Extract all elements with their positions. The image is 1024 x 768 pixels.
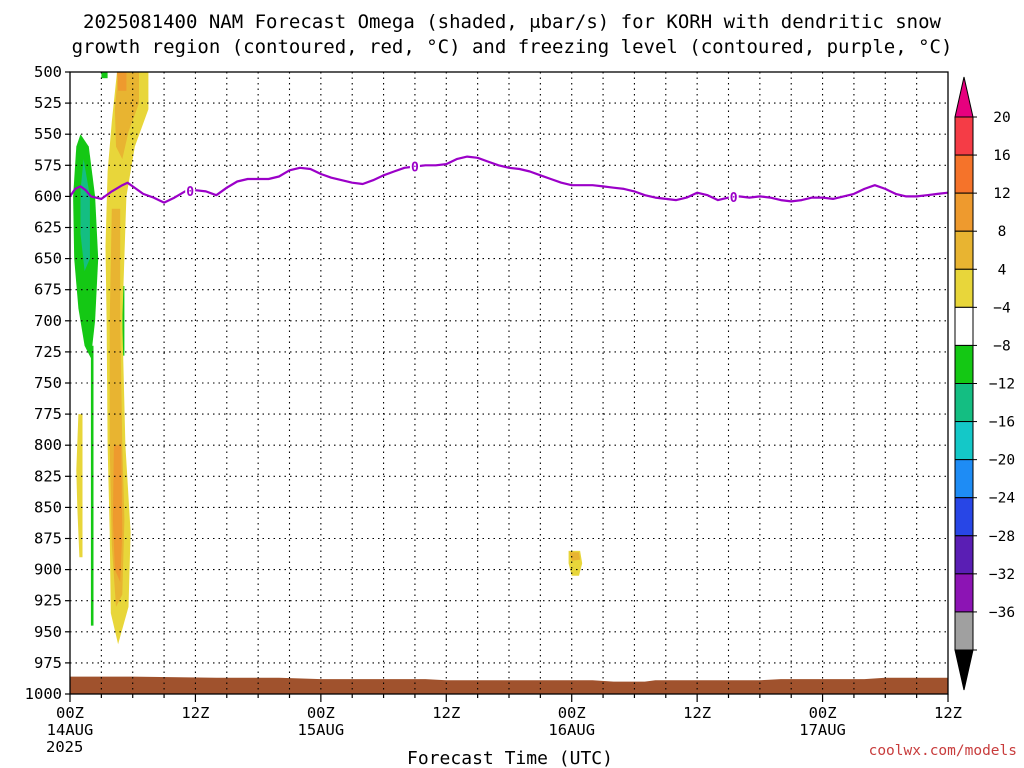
- y-tick-label-800: 800: [34, 436, 62, 454]
- colorbar-label-2: 12: [993, 186, 1010, 202]
- omega-region-6: [76, 414, 83, 558]
- y-tick-label-850: 850: [34, 498, 62, 516]
- y-tick-label-700: 700: [34, 312, 62, 330]
- x-year-label-0: 2025: [46, 738, 83, 756]
- colorbar-box-8: [954, 421, 974, 461]
- colorbar-box-2: [954, 192, 974, 232]
- colorbar: 20 16 12 8 4 −4 −8 −12 −16 −20 −24 −28 −32 −36: [954, 76, 1015, 691]
- y-tick-label-650: 650: [34, 250, 62, 268]
- omega-region-9: [112, 445, 123, 582]
- y-tick-label-900: 900: [34, 561, 62, 579]
- x-tick-label-4: 00Z: [558, 704, 586, 722]
- plot-clip-group: 0 0 0: [70, 72, 948, 694]
- colorbar-label-9: −20: [989, 453, 1015, 469]
- colorbar-label-8: −16: [989, 415, 1015, 431]
- colorbar-box-6: [954, 344, 974, 384]
- x-tick-label-0: 00Z: [56, 704, 84, 722]
- freezing-level-label-bg-1: [409, 159, 420, 174]
- y-tick-label-750: 750: [34, 374, 62, 392]
- omega-region-12: [569, 552, 581, 561]
- x-tick-label-7: 12Z: [934, 704, 962, 722]
- freezing-level-label-bg-0: [185, 183, 196, 198]
- y-tick-label-1000: 1000: [25, 685, 62, 703]
- x-tick-label-2: 00Z: [307, 704, 335, 722]
- y-tick-label-950: 950: [34, 623, 62, 641]
- colorbar-label-7: −12: [989, 377, 1015, 393]
- colorbar-box-1: [954, 154, 974, 194]
- omega-region-10: [117, 72, 127, 91]
- chart-title-line-1: 2025081400 NAM Forecast Omega (shaded, μ…: [83, 11, 941, 33]
- y-tick-label-675: 675: [34, 281, 62, 299]
- x-tick-label-6: 00Z: [809, 704, 837, 722]
- colorbar-box-13: [954, 611, 974, 651]
- colorbar-box-11: [954, 535, 974, 575]
- freezing-level-label-0: 0: [186, 185, 194, 200]
- colorbar-box-9: [954, 459, 974, 499]
- axes: 500 525 550 575 600 625 650 675 700 725 750 775 800 8…: [25, 63, 962, 756]
- x-tick-label-5: 12Z: [683, 704, 711, 722]
- colorbar-label-1: 16: [993, 148, 1010, 164]
- colorbar-top-triangle: [954, 76, 974, 118]
- freezing-level-line: [70, 155, 948, 204]
- y-tick-label-725: 725: [34, 343, 62, 361]
- omega-region-3: [101, 72, 108, 79]
- y-tick-label-575: 575: [34, 156, 62, 174]
- colorbar-label-13: −36: [989, 605, 1015, 621]
- credit-text: coolwx.com/models: [869, 743, 1017, 759]
- colorbar-box-4: [954, 268, 974, 308]
- y-tick-label-500: 500: [34, 63, 62, 81]
- y-tick-label-975: 975: [34, 654, 62, 672]
- colorbar-label-12: −32: [989, 567, 1015, 583]
- colorbar-box-10: [954, 497, 974, 537]
- chart-title-line-2: growth region (contoured, red, °C) and f…: [72, 36, 953, 58]
- surface-terrain: [70, 676, 948, 694]
- y-tick-label-775: 775: [34, 405, 62, 423]
- x-axis-label: Forecast Time (UTC): [407, 748, 613, 768]
- colorbar-bottom-triangle: [954, 649, 974, 691]
- y-tick-label-925: 925: [34, 592, 62, 610]
- colorbar-label-0: 20: [993, 110, 1010, 126]
- freezing-level-label-bg-2: [728, 190, 739, 205]
- colorbar-label-10: −24: [989, 491, 1015, 507]
- y-tick-label-875: 875: [34, 530, 62, 548]
- colorbar-box-3: [954, 230, 974, 270]
- y-tick-label-550: 550: [34, 125, 62, 143]
- y-tick-label-600: 600: [34, 187, 62, 205]
- x-date-label-6: 17AUG: [799, 721, 846, 739]
- colorbar-label-4: 4: [998, 262, 1007, 278]
- colorbar-box-5: [954, 306, 974, 346]
- x-date-label-2: 15AUG: [298, 721, 345, 739]
- y-tick-label-825: 825: [34, 467, 62, 485]
- freezing-level-label-1: 0: [411, 161, 419, 176]
- colorbar-box-7: [954, 383, 974, 423]
- omega-region-7: [114, 72, 139, 160]
- colorbar-label-6: −8: [993, 338, 1010, 354]
- x-date-label-4: 16AUG: [548, 721, 595, 739]
- x-tick-label-3: 12Z: [432, 704, 460, 722]
- colorbar-box-12: [954, 573, 974, 613]
- colorbar-box-0: [954, 116, 974, 156]
- x-tick-label-1: 12Z: [181, 704, 209, 722]
- omega-region-2: [90, 345, 94, 626]
- plot-area: 0 0 0: [70, 72, 948, 694]
- colorbar-label-5: −4: [993, 300, 1011, 316]
- y-tick-label-625: 625: [34, 219, 62, 237]
- freezing-level-label-2: 0: [730, 191, 738, 206]
- colorbar-label-11: −28: [989, 529, 1015, 545]
- colorbar-label-3: 8: [998, 224, 1007, 240]
- x-date-label-0: 14AUG: [47, 721, 94, 739]
- y-tick-label-525: 525: [34, 94, 62, 112]
